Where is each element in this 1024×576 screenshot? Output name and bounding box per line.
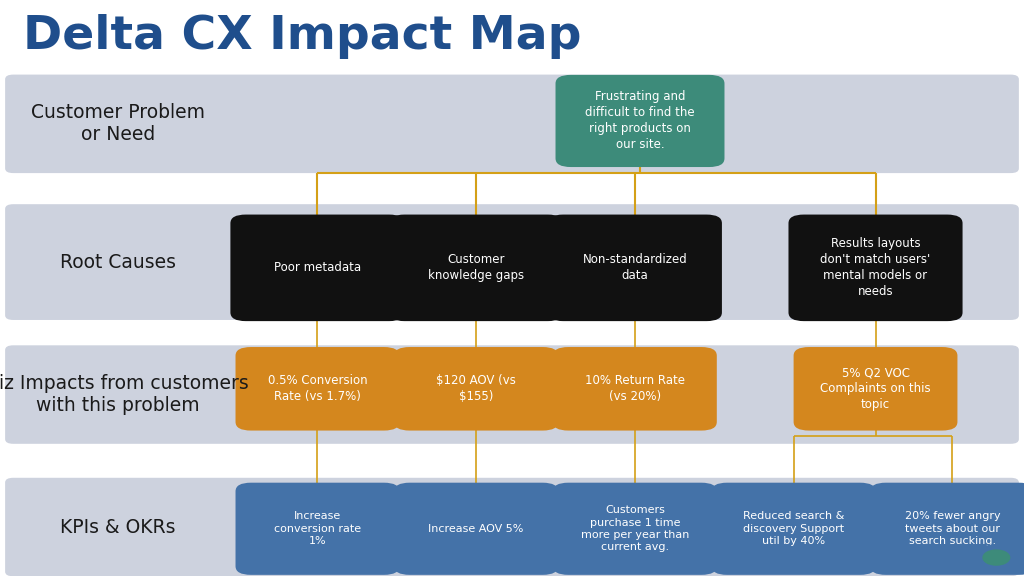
FancyBboxPatch shape (394, 483, 558, 575)
Text: Customers
purchase 1 time
more per year than
current avg.: Customers purchase 1 time more per year … (581, 505, 689, 552)
FancyBboxPatch shape (5, 478, 1019, 576)
Text: Reduced search &
discovery Support
util by 40%: Reduced search & discovery Support util … (743, 511, 844, 546)
FancyBboxPatch shape (788, 215, 963, 321)
Text: Biz Impacts from customers
with this problem: Biz Impacts from customers with this pro… (0, 374, 249, 415)
FancyBboxPatch shape (712, 483, 876, 575)
Text: 5% Q2 VOC
Complaints on this
topic: 5% Q2 VOC Complaints on this topic (820, 366, 931, 411)
Text: Non-standardized
data: Non-standardized data (583, 253, 687, 282)
FancyBboxPatch shape (230, 215, 404, 321)
Text: Frustrating and
difficult to find the
right products on
our site.: Frustrating and difficult to find the ri… (585, 90, 695, 151)
FancyBboxPatch shape (555, 75, 725, 167)
FancyBboxPatch shape (870, 483, 1024, 575)
FancyBboxPatch shape (5, 204, 1019, 320)
Circle shape (974, 545, 1019, 570)
Text: Customer Problem
or Need: Customer Problem or Need (31, 103, 205, 145)
FancyBboxPatch shape (553, 483, 717, 575)
FancyBboxPatch shape (5, 75, 1019, 173)
FancyBboxPatch shape (389, 215, 563, 321)
FancyBboxPatch shape (548, 215, 722, 321)
Text: KPIs & OKRs: KPIs & OKRs (60, 518, 175, 536)
Circle shape (983, 550, 1010, 565)
Text: $120 AOV (vs
$155): $120 AOV (vs $155) (436, 374, 516, 403)
FancyBboxPatch shape (794, 347, 957, 431)
Text: ©2023 Delta CX     deb@deltacx.com     103: ©2023 Delta CX deb@deltacx.com 103 (748, 556, 979, 566)
FancyBboxPatch shape (5, 346, 1019, 444)
Text: Increase AOV 5%: Increase AOV 5% (428, 524, 524, 534)
Text: Results layouts
don't match users'
mental models or
needs: Results layouts don't match users' menta… (820, 237, 931, 298)
Text: Poor metadata: Poor metadata (273, 262, 361, 274)
Text: Increase
conversion rate
1%: Increase conversion rate 1% (273, 511, 361, 546)
FancyBboxPatch shape (553, 347, 717, 431)
FancyBboxPatch shape (236, 483, 399, 575)
Text: Delta CX Impact Map: Delta CX Impact Map (23, 14, 581, 59)
Text: 20% fewer angry
tweets about our
search sucking.: 20% fewer angry tweets about our search … (904, 511, 1000, 546)
Text: Customer
knowledge gaps: Customer knowledge gaps (428, 253, 524, 282)
FancyBboxPatch shape (236, 347, 399, 431)
FancyBboxPatch shape (394, 347, 558, 431)
Text: 0.5% Conversion
Rate (vs 1.7%): 0.5% Conversion Rate (vs 1.7%) (267, 374, 368, 403)
Text: 10% Return Rate
(vs 20%): 10% Return Rate (vs 20%) (585, 374, 685, 403)
Text: Root Causes: Root Causes (59, 253, 176, 271)
